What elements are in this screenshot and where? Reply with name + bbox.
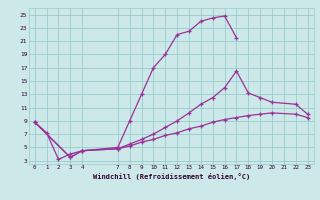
X-axis label: Windchill (Refroidissement éolien,°C): Windchill (Refroidissement éolien,°C)	[92, 173, 250, 180]
